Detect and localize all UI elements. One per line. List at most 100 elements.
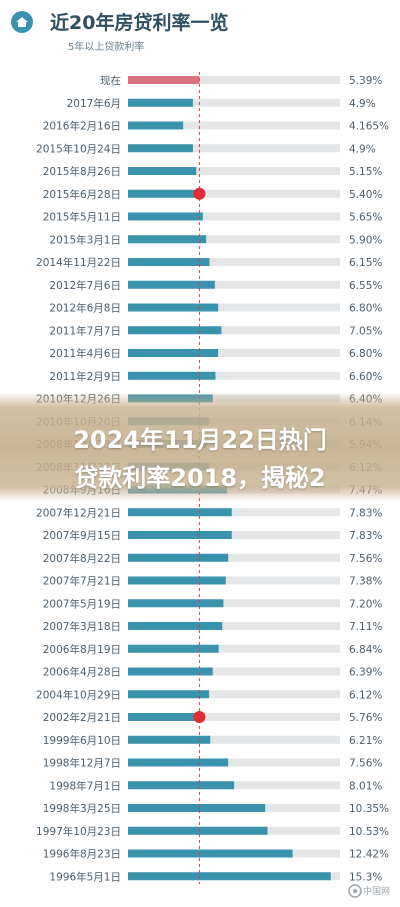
value-label: 7.83% <box>349 507 382 519</box>
headline-overlay-band <box>0 392 400 502</box>
value-label: 5.39% <box>349 75 382 87</box>
value-label: 4.165% <box>349 121 389 133</box>
data-bar <box>128 189 200 198</box>
category-label: 2007年12月21日 <box>36 506 121 519</box>
data-bar <box>128 144 193 153</box>
bar-track <box>128 531 340 539</box>
category-label: 2014年11月22日 <box>36 256 121 269</box>
bar-track <box>128 121 340 130</box>
data-bar <box>128 599 224 608</box>
category-label: 2011年2月9日 <box>49 370 121 383</box>
category-label: 1997年10月23日 <box>36 825 121 838</box>
category-label: 2004年10月29日 <box>36 688 121 701</box>
category-label: 1998年3月25日 <box>43 802 121 815</box>
value-label: 6.60% <box>349 371 382 383</box>
category-label: 2012年7月6日 <box>49 279 121 292</box>
category-label: 2015年5月11日 <box>43 211 121 224</box>
category-label: 2007年9月15日 <box>43 529 121 542</box>
value-label: 5.15% <box>349 166 382 178</box>
bar-track <box>128 735 340 744</box>
value-label: 4.9% <box>349 143 376 155</box>
bar-track <box>128 167 340 175</box>
category-label: 2015年6月28日 <box>43 188 121 201</box>
data-bar <box>128 508 232 517</box>
highlight-dot <box>193 187 206 200</box>
bar-track <box>128 667 340 676</box>
value-label: 6.15% <box>349 257 382 269</box>
value-label: 5.90% <box>349 234 382 246</box>
data-bar <box>128 326 222 335</box>
value-label: 6.84% <box>349 644 382 656</box>
value-label: 6.80% <box>349 303 382 315</box>
category-label: 2015年10月24日 <box>36 142 121 155</box>
value-label: 6.12% <box>349 689 382 701</box>
watermark-logo-icon <box>348 884 362 898</box>
chart-header: 近20年房贷利率一览 5年以上贷款利率 <box>0 0 400 62</box>
category-label: 1999年6月10日 <box>43 734 121 747</box>
category-label: 2006年8月19日 <box>43 643 121 656</box>
data-bar <box>128 804 266 812</box>
data-bar <box>128 622 223 630</box>
data-bar <box>128 713 205 721</box>
data-bar <box>128 849 293 858</box>
bar-track <box>128 349 340 357</box>
data-bar <box>128 826 268 835</box>
data-bar <box>128 644 219 653</box>
data-bar <box>128 76 200 84</box>
data-bar <box>128 531 232 539</box>
bar-track <box>128 576 340 585</box>
data-bar <box>128 371 216 380</box>
category-label: 2015年8月26日 <box>43 165 121 178</box>
bar-track <box>128 690 340 699</box>
data-bar <box>128 349 219 357</box>
category-label: 2011年4月6日 <box>49 347 121 360</box>
house-icon <box>11 11 33 33</box>
chart-title: 近20年房贷利率一览 <box>50 12 229 34</box>
value-label: 6.21% <box>349 735 382 747</box>
data-bar <box>128 553 229 562</box>
data-bar <box>128 667 213 676</box>
bar-track <box>128 189 340 198</box>
value-label: 5.40% <box>349 189 382 201</box>
category-label: 2006年4月28日 <box>43 666 121 679</box>
category-label: 1998年7月1日 <box>49 779 121 792</box>
category-label: 2015年3月1日 <box>49 233 121 246</box>
value-label: 6.55% <box>349 280 382 292</box>
value-label: 7.38% <box>349 576 382 588</box>
bar-track <box>128 508 340 517</box>
bar-track <box>128 98 340 107</box>
data-bar <box>128 735 211 744</box>
bar-track <box>128 599 340 608</box>
category-label: 现在 <box>100 75 121 87</box>
value-label: 7.05% <box>349 325 382 337</box>
data-bar <box>128 781 235 790</box>
bar-track <box>128 371 340 380</box>
data-bar <box>128 303 219 312</box>
data-bar <box>128 258 210 266</box>
data-bar <box>128 280 215 289</box>
value-label: 15.3% <box>349 871 382 883</box>
category-label: 2007年8月22日 <box>43 552 121 565</box>
bar-track <box>128 644 340 653</box>
bar-track <box>128 553 340 562</box>
value-label: 7.56% <box>349 553 382 565</box>
data-bar <box>128 167 197 175</box>
highlight-dot <box>193 711 206 723</box>
category-label: 2017年6月 <box>67 97 121 110</box>
category-label: 2007年5月19日 <box>43 597 121 610</box>
bar-track <box>128 280 340 289</box>
value-label: 8.01% <box>349 780 382 792</box>
bar-track <box>128 326 340 335</box>
category-label: 2012年6月8日 <box>49 302 121 315</box>
value-label: 7.20% <box>349 598 382 610</box>
bar-track <box>128 235 340 244</box>
value-label: 4.9% <box>349 98 376 110</box>
category-label: 2002年2月21日 <box>43 711 121 724</box>
category-label: 2007年3月18日 <box>43 620 121 633</box>
bar-track <box>128 622 340 630</box>
bar-track <box>128 713 340 721</box>
data-bar <box>128 758 229 767</box>
value-label: 7.11% <box>349 621 382 633</box>
data-bar <box>128 872 331 881</box>
data-bar <box>128 212 203 221</box>
